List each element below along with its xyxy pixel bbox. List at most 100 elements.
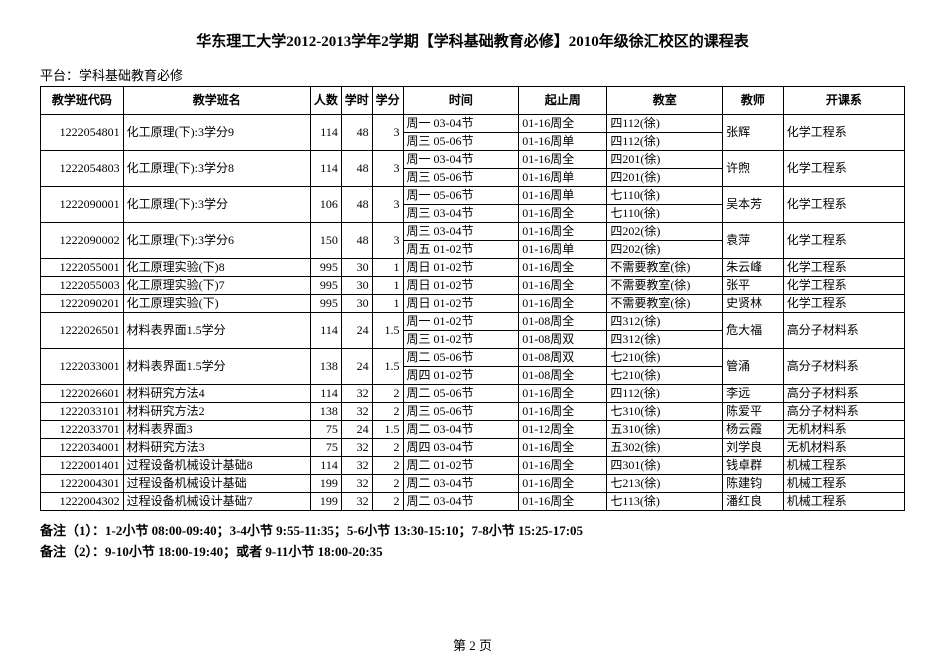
table-cell: 01-16周单	[519, 187, 607, 205]
table-cell: 1222026501	[41, 313, 124, 349]
table-cell: 995	[310, 277, 341, 295]
table-cell: 不需要教室(徐)	[607, 277, 723, 295]
table-cell: 1222033001	[41, 349, 124, 385]
table-cell: 过程设备机械设计基础	[123, 475, 310, 493]
table-cell: 七113(徐)	[607, 493, 723, 511]
table-cell: 995	[310, 259, 341, 277]
table-cell: 周三 05-06节	[403, 169, 519, 187]
table-cell: 四301(徐)	[607, 457, 723, 475]
table-cell: 1	[372, 295, 403, 313]
table-cell: 周三 03-04节	[403, 205, 519, 223]
table-cell: 1222054803	[41, 151, 124, 187]
table-cell: 30	[341, 295, 372, 313]
table-cell: 材料表界面1.5学分	[123, 349, 310, 385]
table-cell: 化工原理(下):3学分	[123, 187, 310, 223]
table-cell: 32	[341, 457, 372, 475]
table-cell: 材料研究方法2	[123, 403, 310, 421]
table-cell: 1.5	[372, 349, 403, 385]
table-cell: 3	[372, 151, 403, 187]
table-cell: 1222055003	[41, 277, 124, 295]
table-cell: 七310(徐)	[607, 403, 723, 421]
table-cell: 周二 05-06节	[403, 349, 519, 367]
table-cell: 周三 05-06节	[403, 403, 519, 421]
table-cell: 四202(徐)	[607, 241, 723, 259]
table-cell: 陈爱平	[723, 403, 784, 421]
table-cell: 高分子材料系	[783, 349, 904, 385]
table-cell: 高分子材料系	[783, 313, 904, 349]
col-header: 教室	[607, 87, 723, 115]
table-cell: 32	[341, 439, 372, 457]
table-cell: 史贤林	[723, 295, 784, 313]
table-cell: 材料研究方法4	[123, 385, 310, 403]
table-cell: 01-16周全	[519, 457, 607, 475]
table-cell: 化工原理(下):3学分9	[123, 115, 310, 151]
table-cell: 1	[372, 277, 403, 295]
page-container: 华东理工大学2012-2013学年2学期【学科基础教育必修】2010年级徐汇校区…	[0, 0, 945, 668]
table-row: 1222033001材料表界面1.5学分138241.5周二 05-06节01-…	[41, 349, 905, 367]
table-cell: 01-16周单	[519, 169, 607, 187]
table-cell: 四201(徐)	[607, 169, 723, 187]
table-cell: 五310(徐)	[607, 421, 723, 439]
table-cell: 1	[372, 259, 403, 277]
table-cell: 七110(徐)	[607, 205, 723, 223]
table-cell: 无机材料系	[783, 421, 904, 439]
table-row: 1222090002化工原理(下):3学分6150483周三 03-04节01-…	[41, 223, 905, 241]
table-cell: 化学工程系	[783, 115, 904, 151]
table-cell: 不需要教室(徐)	[607, 295, 723, 313]
table-cell: 01-16周全	[519, 403, 607, 421]
table-cell: 朱云峰	[723, 259, 784, 277]
table-row: 1222026601材料研究方法4114322周二 05-06节01-16周全四…	[41, 385, 905, 403]
table-cell: 周日 01-02节	[403, 259, 519, 277]
table-cell: 四312(徐)	[607, 313, 723, 331]
table-cell: 周二 03-04节	[403, 421, 519, 439]
table-cell: 01-16周全	[519, 475, 607, 493]
table-cell: 1222090201	[41, 295, 124, 313]
table-cell: 危大福	[723, 313, 784, 349]
table-cell: 化工原理(下):3学分6	[123, 223, 310, 259]
table-cell: 五302(徐)	[607, 439, 723, 457]
table-cell: 四201(徐)	[607, 151, 723, 169]
note-line: 备注（2）：9-10小节 18:00-19:40；或者 9-11小节 18:00…	[40, 542, 905, 563]
table-cell: 七110(徐)	[607, 187, 723, 205]
table-cell: 潘红良	[723, 493, 784, 511]
table-row: 1222033701材料表界面375241.5周二 03-04节01-12周全五…	[41, 421, 905, 439]
table-cell: 138	[310, 403, 341, 421]
table-cell: 化学工程系	[783, 259, 904, 277]
table-cell: 周日 01-02节	[403, 277, 519, 295]
table-cell: 1222054801	[41, 115, 124, 151]
table-cell: 四202(徐)	[607, 223, 723, 241]
table-cell: 114	[310, 115, 341, 151]
table-cell: 995	[310, 295, 341, 313]
table-cell: 48	[341, 115, 372, 151]
table-body: 1222054801化工原理(下):3学分9114483周一 03-04节01-…	[41, 115, 905, 511]
col-header: 时间	[403, 87, 519, 115]
table-cell: 化学工程系	[783, 187, 904, 223]
page-number: 第 2 页	[0, 635, 945, 654]
table-cell: 1222004302	[41, 493, 124, 511]
col-header: 起止周	[519, 87, 607, 115]
table-cell: 材料表界面1.5学分	[123, 313, 310, 349]
table-cell: 化工原理实验(下)7	[123, 277, 310, 295]
table-cell: 01-16周全	[519, 223, 607, 241]
table-cell: 01-16周全	[519, 151, 607, 169]
table-cell: 3	[372, 223, 403, 259]
table-cell: 2	[372, 403, 403, 421]
table-cell: 1.5	[372, 313, 403, 349]
table-cell: 周一 03-04节	[403, 151, 519, 169]
table-row: 1222004302过程设备机械设计基础7199322周二 03-04节01-1…	[41, 493, 905, 511]
table-cell: 化工原理实验(下)	[123, 295, 310, 313]
table-cell: 张平	[723, 277, 784, 295]
table-cell: 24	[341, 313, 372, 349]
table-cell: 24	[341, 421, 372, 439]
table-cell: 75	[310, 421, 341, 439]
table-row: 1222033101材料研究方法2138322周三 05-06节01-16周全七…	[41, 403, 905, 421]
table-cell: 周四 03-04节	[403, 439, 519, 457]
table-cell: 01-16周单	[519, 241, 607, 259]
table-cell: 1.5	[372, 421, 403, 439]
table-row: 1222001401过程设备机械设计基础8114322周二 01-02节01-1…	[41, 457, 905, 475]
table-cell: 机械工程系	[783, 457, 904, 475]
table-cell: 2	[372, 385, 403, 403]
table-cell: 周二 01-02节	[403, 457, 519, 475]
footer-notes: 备注（1）：1-2小节 08:00-09:40；3-4小节 9:55-11:35…	[40, 521, 905, 563]
table-cell: 七210(徐)	[607, 349, 723, 367]
